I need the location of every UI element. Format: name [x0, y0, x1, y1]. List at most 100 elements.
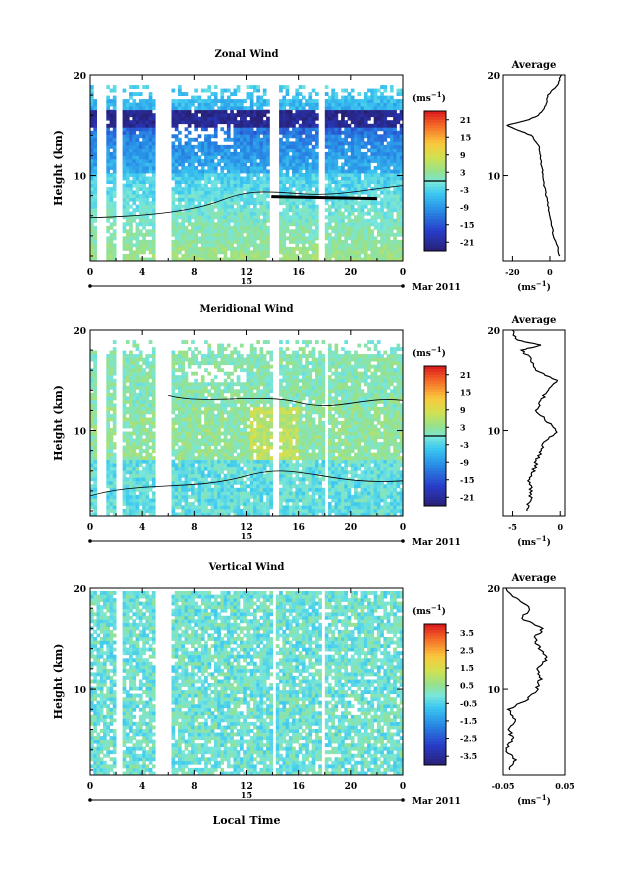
- heatmap-cell: [148, 180, 153, 184]
- heatmap-cell: [328, 95, 332, 100]
- heatmap-cell: [295, 254, 300, 258]
- heatmap-cell: [311, 99, 316, 103]
- heatmap-cell: [174, 232, 179, 237]
- zero-contour-segment: [271, 195, 377, 201]
- heatmap-cell: [253, 225, 257, 230]
- colorbar-swatch: [424, 236, 446, 240]
- heatmap-cell: [122, 173, 127, 177]
- heatmap-cell: [262, 211, 267, 216]
- heatmap-cell: [129, 92, 133, 96]
- heatmap-cell: [207, 190, 212, 195]
- heatmap-cell: [191, 120, 195, 125]
- heatmap-cell: [135, 364, 140, 369]
- heatmap-cell: [350, 151, 355, 156]
- heatmap-cell: [125, 509, 130, 513]
- heatmap-cell: [178, 85, 182, 89]
- heatmap-cell: [259, 137, 264, 142]
- heatmap-cell: [311, 218, 316, 223]
- heatmap-cell: [197, 414, 202, 418]
- heatmap-cell: [138, 414, 143, 418]
- heatmap-cell: [174, 449, 179, 453]
- heatmap-cell: [331, 162, 335, 167]
- heatmap-cell: [240, 218, 244, 223]
- heatmap-cell: [390, 194, 394, 198]
- heatmap-cell: [151, 243, 156, 248]
- heatmap-cell: [376, 250, 381, 255]
- heatmap-cell: [112, 141, 117, 146]
- heatmap-cell: [380, 257, 384, 262]
- x-tick-label: 16: [292, 268, 305, 278]
- heatmap-cell: [125, 141, 130, 146]
- heatmap-cell: [129, 368, 133, 373]
- heatmap-cell: [230, 113, 234, 118]
- heatmap-cell: [347, 109, 352, 114]
- heatmap-cell: [295, 197, 300, 202]
- heatmap-cell: [181, 399, 185, 404]
- heatmap-cell: [135, 406, 140, 411]
- heatmap-cell: [200, 512, 205, 517]
- heatmap-cell: [383, 134, 388, 139]
- heatmap-cell: [151, 389, 156, 394]
- heatmap-cell: [191, 487, 195, 492]
- heatmap-cell: [236, 134, 241, 139]
- heatmap-cell: [256, 250, 260, 255]
- heatmap-cell: [399, 201, 404, 206]
- heatmap-cell: [354, 106, 358, 111]
- heatmap-cell: [145, 134, 150, 139]
- heatmap-cell: [230, 102, 234, 107]
- heatmap-cell: [259, 99, 264, 103]
- heatmap-cell: [305, 144, 309, 149]
- heatmap-cell: [350, 141, 355, 146]
- heatmap-cell: [360, 232, 365, 237]
- heatmap-cell: [311, 190, 316, 195]
- heatmap-cell: [249, 250, 254, 255]
- heatmap-cell: [93, 435, 97, 439]
- heatmap-cell: [125, 155, 130, 160]
- heatmap-cell: [204, 389, 208, 394]
- heatmap-cell: [246, 151, 251, 156]
- heatmap-cell: [90, 148, 94, 153]
- heatmap-cell: [354, 218, 358, 223]
- heatmap-cell: [367, 130, 371, 135]
- heatmap-cell: [200, 435, 205, 439]
- heatmap-cell: [240, 239, 244, 244]
- heatmap-cell: [396, 208, 401, 213]
- heatmap-cell: [197, 254, 202, 258]
- heatmap-cell: [233, 173, 238, 177]
- heatmap-cell: [246, 134, 251, 139]
- heatmap-cell: [341, 194, 345, 198]
- heatmap-cell: [240, 109, 244, 114]
- heatmap-cell: [220, 155, 225, 160]
- heatmap-cell: [298, 116, 303, 121]
- heatmap-cell: [135, 456, 140, 461]
- heatmap-cell: [217, 449, 221, 453]
- heatmap-cell: [249, 187, 254, 191]
- heatmap-cell: [93, 392, 97, 397]
- heatmap-cell: [200, 480, 205, 485]
- heatmap-cell: [181, 246, 185, 251]
- heatmap-cell: [213, 389, 218, 394]
- heatmap-cell: [249, 215, 254, 220]
- heatmap-cell: [145, 491, 150, 496]
- heatmap-cell: [197, 236, 202, 241]
- heatmap-cell: [331, 137, 335, 142]
- heatmap-cell: [187, 438, 192, 443]
- heatmap-cell: [331, 176, 335, 181]
- heatmap-cell: [354, 243, 358, 248]
- heatmap-cell: [197, 99, 202, 103]
- heatmap-cell: [187, 120, 192, 125]
- heatmap-cell: [282, 85, 287, 89]
- heatmap-cell: [344, 201, 348, 206]
- colorbar-swatch: [424, 169, 446, 173]
- heatmap-cell: [233, 254, 238, 258]
- heatmap-cell: [191, 424, 195, 429]
- heatmap-cell: [331, 95, 335, 100]
- heatmap-cell: [383, 257, 388, 262]
- heatmap-cell: [90, 424, 94, 429]
- heatmap-cell: [292, 257, 296, 262]
- colorbar-swatch: [424, 210, 446, 214]
- heatmap-cell: [200, 250, 205, 255]
- heatmap-cell: [132, 509, 137, 513]
- heatmap-cell: [125, 169, 130, 174]
- heatmap-cell: [184, 491, 189, 496]
